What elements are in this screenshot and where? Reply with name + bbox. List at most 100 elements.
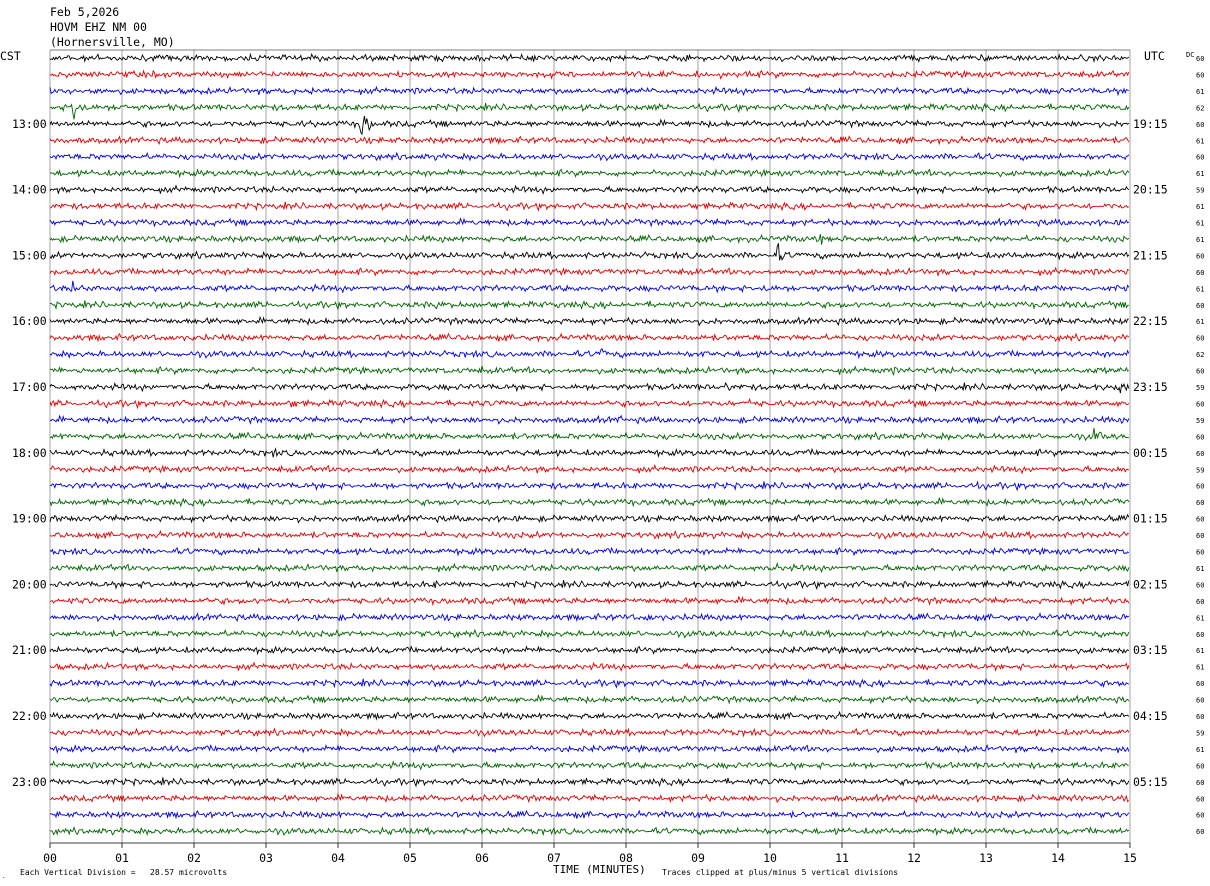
cst-hour-label: 20:00 [12, 577, 47, 591]
x-tick-label: 12 [907, 851, 921, 865]
dc-value: 60 [1196, 302, 1204, 310]
trace-row-36 [49, 645, 1130, 656]
x-tick-label: 02 [187, 851, 201, 865]
trace-row-37 [49, 661, 1130, 672]
trace-row-43 [49, 760, 1129, 771]
trace-row-6 [49, 151, 1130, 162]
trace-row-35 [49, 628, 1130, 639]
trace-row-20 [49, 381, 1130, 394]
utc-hour-label: 05:15 [1133, 775, 1168, 789]
utc-hour-label: 22:15 [1133, 314, 1168, 328]
utc-hour-label: 19:15 [1133, 117, 1168, 131]
x-tick-label: 15 [1123, 851, 1137, 865]
trace-row-45 [49, 792, 1130, 804]
left-timezone-label: CST [0, 49, 21, 63]
cst-hour-label: 19:00 [12, 512, 47, 526]
dc-value: 60 [1196, 55, 1204, 63]
utc-hour-label: 23:15 [1133, 380, 1168, 394]
trace-row-0 [49, 52, 1130, 64]
x-tick-label: 09 [691, 851, 705, 865]
utc-hour-labels: 19:15 20:15 21:15 22:15 23:15 00:15 01:15 02:15… [1133, 117, 1168, 789]
dc-value: 59 [1196, 187, 1204, 195]
trace-rows [49, 52, 1130, 837]
trace-row-14 [49, 280, 1130, 294]
trace-row-17 [49, 332, 1130, 343]
dc-value: 61 [1196, 170, 1204, 178]
minute-gridlines [49, 49, 1131, 844]
dc-value: 60 [1196, 433, 1204, 441]
trace-row-40 [49, 710, 1130, 721]
trace-row-28 [49, 513, 1130, 524]
trace-row-9 [49, 201, 1130, 212]
trace-row-44 [49, 777, 1130, 788]
cst-hour-label: 16:00 [12, 314, 47, 328]
x-tick-label: 06 [475, 851, 489, 865]
trace-row-31 [50, 561, 1130, 574]
dc-value: 62 [1196, 104, 1204, 112]
x-axis-ticks: 00 01 02 03 04 05 06 07 08 09 10 11 12 13 14 15 [43, 843, 1137, 865]
dc-value: 61 [1196, 88, 1204, 96]
cst-hour-labels: 13:00 14:00 15:00 16:00 17:00 18:00 19:00 20:00… [12, 117, 47, 789]
utc-hour-label: 04:15 [1133, 709, 1168, 723]
dc-value: 60 [1196, 516, 1204, 524]
trace-row-8 [49, 184, 1130, 195]
trace-row-3 [49, 102, 1130, 120]
cst-hour-label: 15:00 [12, 248, 47, 262]
x-tick-label: 05 [403, 851, 417, 865]
trace-row-12 [49, 243, 1130, 261]
trace-row-1 [49, 69, 1130, 80]
trace-row-30 [49, 546, 1130, 557]
x-tick-label: 07 [547, 851, 561, 865]
trace-row-38 [49, 677, 1129, 689]
dc-value: 60 [1196, 335, 1204, 343]
x-tick-label: 14 [1051, 851, 1065, 865]
trace-row-41 [49, 727, 1130, 738]
trace-row-32 [49, 579, 1130, 591]
dc-value: 60 [1196, 598, 1204, 606]
dc-value: 61 [1196, 236, 1204, 244]
cst-hour-label: 14:00 [12, 183, 47, 197]
dc-value: 60 [1196, 450, 1204, 458]
trace-row-39 [49, 694, 1130, 705]
utc-hour-label: 00:15 [1133, 446, 1168, 460]
dc-value: 59 [1196, 384, 1204, 392]
dc-offset-labels: 60 60 61 62 60 61 60 61 59 61 61 61 60 60 61 60 61 60 62 60… [1196, 55, 1204, 836]
x-tick-label: 04 [331, 851, 345, 865]
trace-row-7 [49, 168, 1130, 179]
x-tick-label: 10 [763, 851, 777, 865]
dc-value: 60 [1196, 795, 1204, 803]
station-label: HOVM EHZ NM 00 [50, 20, 147, 34]
x-tick-label: 13 [979, 851, 993, 865]
dc-value: 61 [1196, 285, 1204, 293]
dc-value: 60 [1196, 828, 1204, 836]
dc-value: 60 [1196, 581, 1204, 589]
x-tick-label: 11 [835, 851, 849, 865]
cst-hour-label: 23:00 [12, 775, 47, 789]
cst-hour-label: 17:00 [12, 380, 47, 394]
utc-hour-label: 21:15 [1133, 248, 1168, 262]
trace-row-34 [49, 612, 1130, 623]
dc-value: 61 [1196, 137, 1204, 145]
x-tick-label: 03 [259, 851, 273, 865]
clip-note: Traces clipped at plus/minus 5 vertical … [662, 868, 898, 877]
cst-hour-label: 13:00 [12, 117, 47, 131]
dc-value: 60 [1196, 499, 1204, 507]
trace-row-27 [49, 496, 1130, 508]
utc-hour-label: 20:15 [1133, 183, 1168, 197]
trace-row-23 [49, 428, 1129, 442]
dc-value: 60 [1196, 483, 1204, 491]
cst-hour-label: 18:00 [12, 446, 47, 460]
dc-value: 60 [1196, 812, 1204, 820]
x-tick-label: 01 [115, 851, 129, 865]
trace-row-42 [49, 743, 1130, 755]
trace-row-19 [49, 365, 1130, 377]
dc-value: 60 [1196, 121, 1204, 129]
dc-header-label: DC [1186, 51, 1194, 59]
trace-row-47 [49, 825, 1130, 837]
trace-row-10 [49, 217, 1130, 228]
utc-hour-label: 03:15 [1133, 643, 1168, 657]
dc-value: 60 [1196, 252, 1204, 260]
dc-value: 60 [1196, 680, 1204, 688]
dc-value: 61 [1196, 565, 1204, 573]
dc-value: 60 [1196, 154, 1204, 162]
